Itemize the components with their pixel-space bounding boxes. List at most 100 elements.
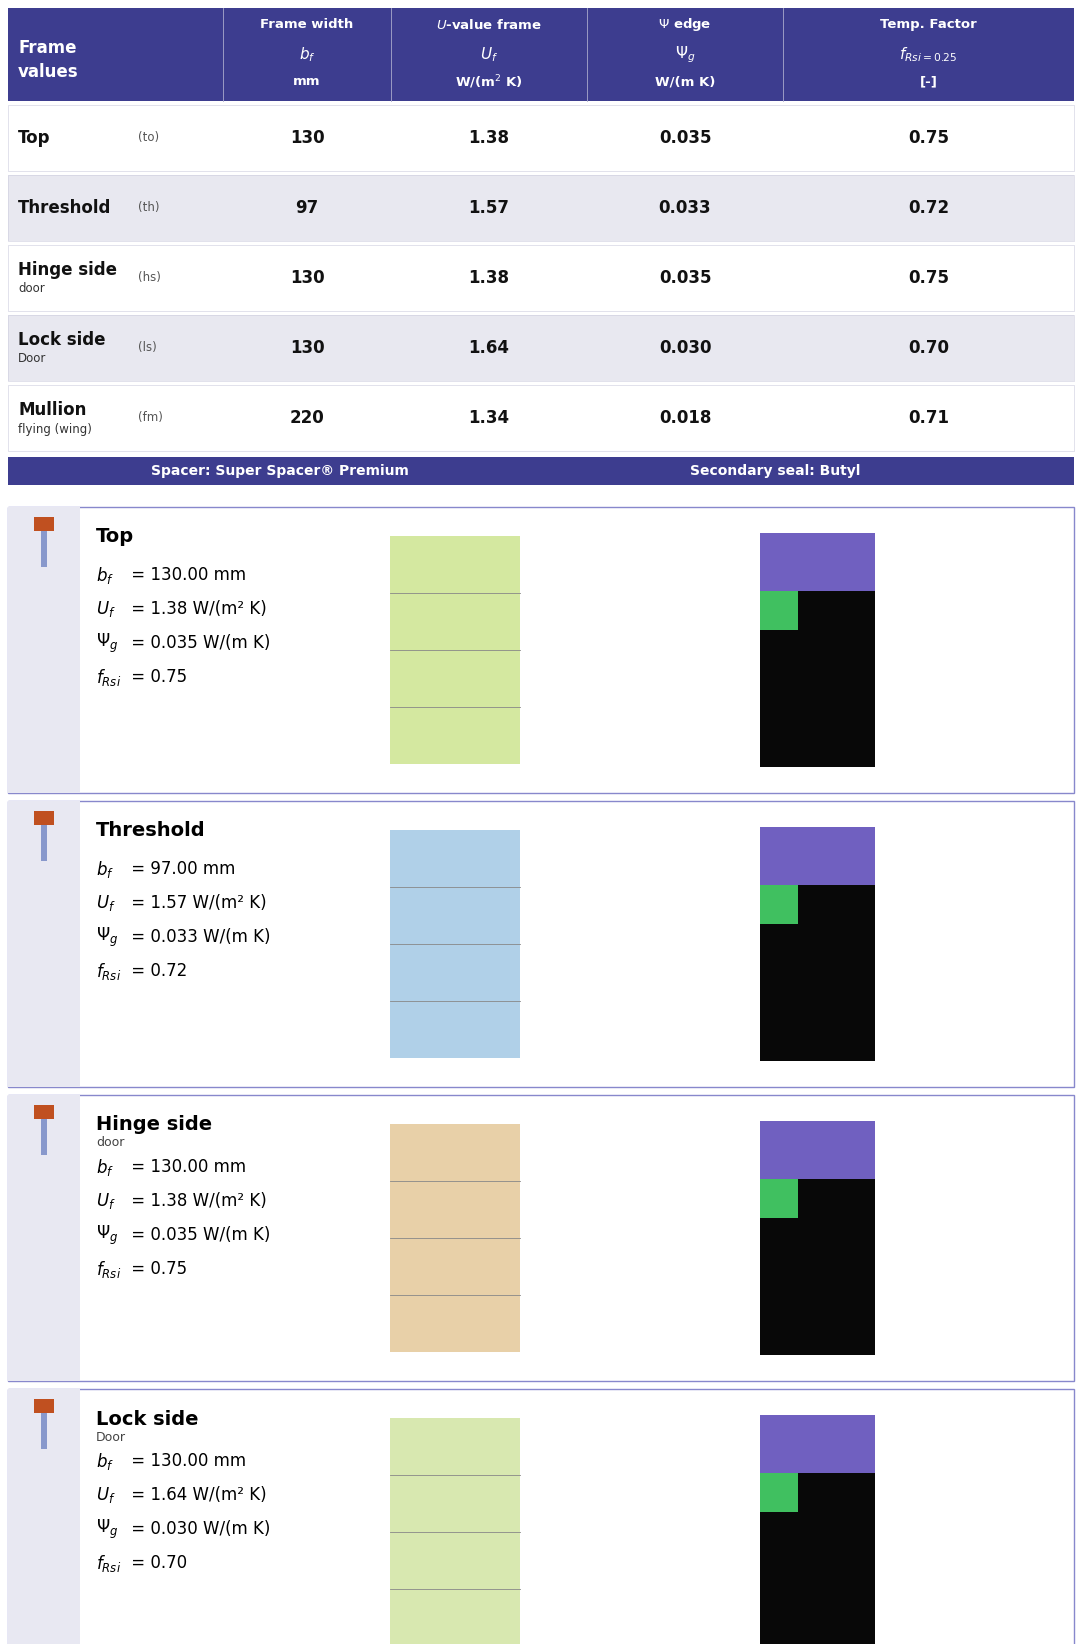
- Text: (th): (th): [138, 202, 159, 214]
- Text: $f_{{Rsi}}$: $f_{{Rsi}}$: [96, 1259, 121, 1279]
- Text: 1.64: 1.64: [469, 339, 510, 357]
- Bar: [34, 1399, 54, 1412]
- Text: = 0.72: = 0.72: [126, 962, 187, 980]
- Bar: [8, 8, 1074, 100]
- Bar: [760, 1121, 875, 1179]
- Bar: [760, 884, 799, 924]
- Text: $f_{{Rsi}}$: $f_{{Rsi}}$: [96, 666, 121, 687]
- Text: $\Psi$ edge: $\Psi$ edge: [658, 16, 712, 33]
- Text: Frame
values: Frame values: [18, 39, 79, 81]
- Text: Threshold: Threshold: [96, 822, 206, 840]
- Bar: [8, 506, 80, 792]
- Text: Spacer: Super Spacer® Premium: Spacer: Super Spacer® Premium: [150, 464, 409, 478]
- Bar: [760, 533, 875, 768]
- Bar: [760, 1121, 875, 1355]
- Text: [-]: [-]: [920, 76, 937, 89]
- Text: = 1.38 W/(m² K): = 1.38 W/(m² K): [126, 1192, 267, 1210]
- Text: door: door: [18, 283, 44, 296]
- Text: flying (wing): flying (wing): [18, 423, 92, 436]
- Text: = 0.030 W/(m K): = 0.030 W/(m K): [126, 1521, 270, 1539]
- Text: $b_f$: $b_f$: [299, 46, 315, 64]
- Text: = 0.033 W/(m K): = 0.033 W/(m K): [126, 927, 270, 945]
- Bar: [8, 1389, 80, 1644]
- Text: 220: 220: [290, 409, 325, 427]
- Text: $U_f$: $U_f$: [96, 1190, 116, 1212]
- Text: $b_f$: $b_f$: [96, 1156, 114, 1177]
- Text: Lock side: Lock side: [96, 1409, 198, 1429]
- Text: 130: 130: [290, 270, 325, 288]
- Bar: [390, 1419, 520, 1644]
- Bar: [760, 827, 875, 1060]
- Text: Door: Door: [18, 352, 47, 365]
- Bar: [34, 810, 54, 825]
- Bar: [8, 105, 1074, 171]
- Bar: [8, 316, 1074, 381]
- Bar: [8, 457, 1074, 485]
- Bar: [34, 1105, 54, 1120]
- Text: = 130.00 mm: = 130.00 mm: [126, 566, 246, 584]
- Text: 0.71: 0.71: [908, 409, 949, 427]
- Text: $\Psi_g$: $\Psi_g$: [96, 1223, 118, 1246]
- Bar: [41, 1412, 47, 1448]
- Bar: [760, 1473, 799, 1512]
- Text: 0.030: 0.030: [659, 339, 711, 357]
- Bar: [8, 174, 1074, 242]
- Text: = 1.38 W/(m² K): = 1.38 W/(m² K): [126, 600, 267, 618]
- Text: Frame width: Frame width: [261, 18, 354, 31]
- Text: 0.035: 0.035: [659, 270, 711, 288]
- Text: = 97.00 mm: = 97.00 mm: [126, 860, 236, 878]
- Text: 1.38: 1.38: [469, 128, 510, 146]
- Bar: [41, 531, 47, 567]
- Text: $b_f$: $b_f$: [96, 858, 114, 880]
- Bar: [8, 174, 1074, 242]
- Text: (fm): (fm): [138, 411, 163, 424]
- Text: $U_f$: $U_f$: [96, 598, 116, 620]
- Text: W/(m K): W/(m K): [655, 76, 715, 89]
- Bar: [8, 385, 1074, 450]
- Text: Temp. Factor: Temp. Factor: [880, 18, 977, 31]
- Text: door: door: [96, 1136, 124, 1149]
- Text: Top: Top: [96, 528, 134, 546]
- Text: $\Psi_g$: $\Psi_g$: [96, 926, 118, 949]
- Bar: [34, 516, 54, 531]
- Bar: [8, 316, 1074, 381]
- Bar: [41, 825, 47, 861]
- Bar: [41, 1120, 47, 1156]
- Bar: [760, 1179, 799, 1218]
- Bar: [760, 533, 875, 590]
- Text: 0.75: 0.75: [908, 128, 949, 146]
- Bar: [8, 1095, 1074, 1381]
- Text: $\Psi_g$: $\Psi_g$: [96, 631, 118, 654]
- Text: Secondary seal: Butyl: Secondary seal: Butyl: [690, 464, 860, 478]
- Bar: [8, 245, 1074, 311]
- Bar: [760, 827, 875, 884]
- Text: $U_f$: $U_f$: [96, 893, 116, 912]
- Bar: [760, 1415, 875, 1644]
- Text: = 130.00 mm: = 130.00 mm: [126, 1452, 246, 1470]
- Text: Hinge side: Hinge side: [96, 1116, 212, 1134]
- Text: = 130.00 mm: = 130.00 mm: [126, 1157, 246, 1175]
- Text: = 0.75: = 0.75: [126, 667, 187, 686]
- Text: $f_{{Rsi}}$: $f_{{Rsi}}$: [96, 960, 121, 981]
- Text: (ls): (ls): [138, 342, 157, 355]
- Text: 0.033: 0.033: [659, 199, 711, 217]
- Text: 0.035: 0.035: [659, 128, 711, 146]
- Text: Door: Door: [96, 1430, 126, 1443]
- Text: Mullion: Mullion: [18, 401, 87, 419]
- Bar: [8, 1389, 1074, 1644]
- Text: Top: Top: [18, 128, 51, 146]
- Text: = 0.70: = 0.70: [126, 1554, 187, 1572]
- Text: 130: 130: [290, 128, 325, 146]
- Text: W/(m$^2$ K): W/(m$^2$ K): [456, 74, 523, 90]
- Text: 0.72: 0.72: [908, 199, 949, 217]
- Text: 97: 97: [295, 199, 318, 217]
- Text: $b_f$: $b_f$: [96, 564, 114, 585]
- Text: = 1.57 W/(m² K): = 1.57 W/(m² K): [126, 894, 266, 912]
- Text: = 0.75: = 0.75: [126, 1259, 187, 1277]
- Text: $U$-value frame: $U$-value frame: [436, 18, 542, 31]
- Text: $U_f$: $U_f$: [96, 1485, 116, 1504]
- Bar: [8, 506, 1074, 792]
- Text: $f_{Rsi=0.25}$: $f_{Rsi=0.25}$: [899, 46, 958, 64]
- Text: $b_f$: $b_f$: [96, 1450, 114, 1471]
- Text: mm: mm: [293, 76, 320, 89]
